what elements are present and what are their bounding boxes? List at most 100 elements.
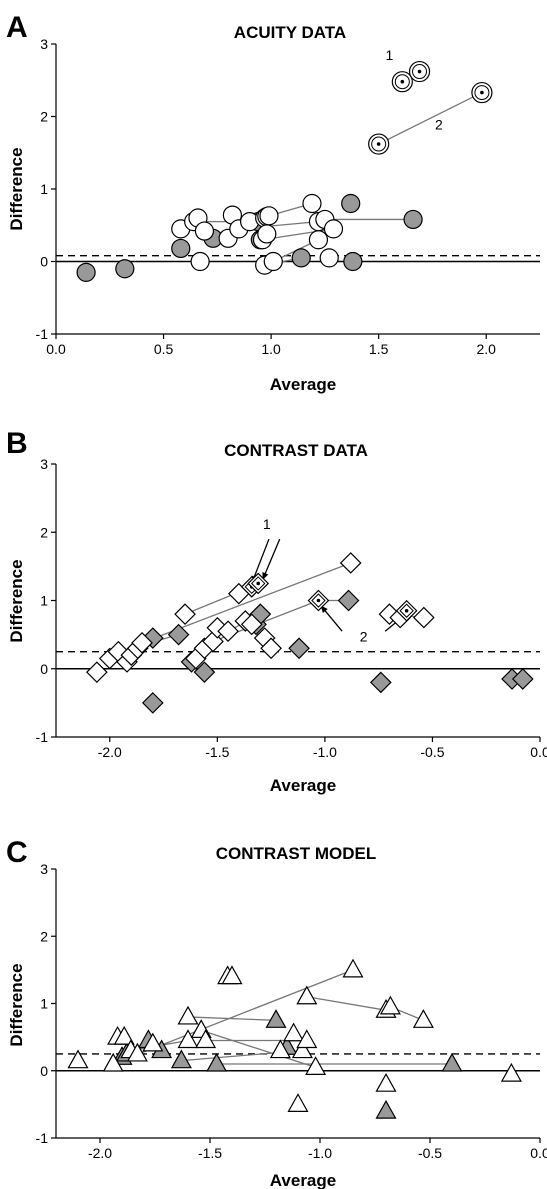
panel-a-filled-point <box>115 259 135 279</box>
panel-a-annotation: 1 <box>386 47 394 63</box>
panel-a-open-point <box>308 230 329 250</box>
panel-b-y-tick-label: 2 <box>40 524 48 540</box>
panel-b-filled-point <box>288 637 310 660</box>
panel-b-dotted-point-ring <box>311 593 326 608</box>
panel-a-pair-line <box>378 91 483 145</box>
panel-a-x-tick-label: 0.5 <box>154 341 174 357</box>
panel-c-open-point <box>269 1039 291 1059</box>
panel-b-x-tick-label: -0.5 <box>420 744 444 760</box>
panel-b-y-tick-label: 1 <box>40 593 48 609</box>
panel-a-x-tick-label: 0.0 <box>46 341 66 357</box>
panel-a-open-point <box>263 251 283 272</box>
panel-b-filled-point <box>193 661 216 684</box>
panel-b-y-tick-label: 3 <box>40 456 48 472</box>
panel-c: C CONTRAST MODEL Difference Average -1 0 1… <box>6 836 547 1189</box>
panel-c-open-point <box>412 1009 434 1028</box>
panel-c-filled-point <box>206 1052 228 1072</box>
panel-a-title: ACUITY DATA <box>234 23 346 42</box>
panel-a-dotted-point-ring <box>474 85 490 101</box>
panel-a: A ACUITY DATA Difference Average -1 0 1 2 3 0… <box>6 11 540 394</box>
panel-b-dotted-point-dot <box>256 581 261 586</box>
panel-c-open-point <box>195 1029 217 1049</box>
panel-c-open-point <box>142 1032 164 1052</box>
panel-c-pair-line <box>306 996 387 1011</box>
panel-b-filled-point <box>141 692 164 714</box>
panel-c-open-point <box>67 1049 89 1069</box>
panel-c-open-point <box>379 995 401 1015</box>
panel-c-x-tick-label: -1.0 <box>308 1145 332 1161</box>
panel-a-annotation: 2 <box>435 117 443 133</box>
panel-a-filled-point <box>403 209 423 230</box>
panel-c-open-point <box>342 958 364 978</box>
panel-c-open-point <box>291 1039 313 1059</box>
panel-b-filled-point <box>511 668 534 690</box>
panel-b-annotation: 2 <box>360 628 368 644</box>
panel-b-dotted-point-ring <box>250 576 266 591</box>
panel-c-filled-point <box>265 1009 287 1028</box>
panel-c-open-point <box>296 985 318 1005</box>
panel-b-x-tick-label: 0.0 <box>530 744 547 760</box>
panel-b-open-point <box>86 661 108 684</box>
panel-a-dotted-point-dot <box>376 142 381 146</box>
panel-a-x-axis-title: Average <box>270 375 336 394</box>
panel-c-title: CONTRAST MODEL <box>216 844 377 863</box>
panel-b-open-point <box>217 620 239 643</box>
panel-a-y-tick-label: -1 <box>36 326 49 342</box>
panel-b: B CONTRAST DATA Difference Average -1 0 1 2… <box>6 427 547 795</box>
panel-a-x-tick-label: 2.0 <box>476 341 496 357</box>
panel-a-filled-point <box>171 238 191 259</box>
panel-a-x-tick-label: 1.0 <box>261 341 281 357</box>
panel-c-pair-line <box>187 1016 277 1021</box>
panel-a-open-point <box>257 224 277 244</box>
panel-b-annotation: 1 <box>263 516 271 532</box>
panel-c-y-tick-label: 1 <box>40 996 48 1012</box>
panel-c-open-point <box>221 965 243 985</box>
panel-c-letter: C <box>6 836 28 869</box>
panel-c-open-point <box>287 1093 309 1112</box>
panel-c-filled-point <box>170 1049 192 1069</box>
panel-a-filled-point <box>343 251 363 272</box>
panel-c-y-tick-label: -1 <box>36 1130 49 1146</box>
panel-b-open-point <box>412 606 435 629</box>
panel-a-y-tick-label: 2 <box>40 109 48 125</box>
panel-a-dotted-point-dot <box>480 90 484 95</box>
panel-c-open-point <box>177 1029 199 1049</box>
panel-c-open-point <box>113 1025 135 1045</box>
panel-a-open-point <box>194 221 215 241</box>
panel-c-open-point <box>102 1052 124 1072</box>
panel-c-y-tick-label: 0 <box>40 1063 48 1079</box>
panel-b-open-point <box>174 603 196 625</box>
panel-c-y-tick-label: 2 <box>40 928 48 944</box>
panel-a-dotted-point-ring <box>394 74 410 90</box>
panel-c-x-tick-label: 0.0 <box>530 1145 547 1161</box>
panel-c-open-point <box>305 1056 327 1075</box>
panel-b-arrow-line <box>261 538 281 581</box>
panel-c-x-tick-label: -0.5 <box>418 1145 442 1161</box>
panel-b-arrow-line <box>251 538 270 584</box>
panel-a-y-tick-label: 3 <box>40 36 48 52</box>
panel-a-letter: A <box>6 11 28 44</box>
panel-a-filled-point <box>76 262 96 282</box>
panel-b-dotted-point-dot <box>404 608 409 613</box>
panel-c-x-tick-label: -2.0 <box>88 1145 112 1161</box>
panel-b-open-point <box>260 637 282 660</box>
panel-b-x-tick-label: -1.0 <box>313 744 337 760</box>
panel-c-x-tick-label: -1.5 <box>198 1145 222 1161</box>
panel-a-y-tick-label: 0 <box>40 254 48 270</box>
panel-c-open-point <box>177 1005 199 1025</box>
panel-b-open-point <box>339 552 362 574</box>
panel-b-open-point <box>131 631 153 654</box>
panel-b-open-point <box>240 613 263 636</box>
panel-b-dotted-point-dot <box>316 598 321 603</box>
panel-b-filled-point <box>167 623 190 646</box>
panel-b-y-axis-title: Difference <box>7 559 26 642</box>
panel-b-letter: B <box>6 427 28 460</box>
panel-c-open-point <box>126 1042 148 1062</box>
panel-c-filled-point <box>441 1052 463 1072</box>
panel-a-dotted-point-dot <box>400 79 405 84</box>
panel-a-dotted-point-ring <box>412 64 428 80</box>
panel-a-open-point <box>302 193 322 214</box>
panel-c-x-axis-title: Average <box>270 1171 336 1189</box>
panel-a-filled-point <box>341 193 361 214</box>
panel-b-arrow-head <box>262 572 269 581</box>
